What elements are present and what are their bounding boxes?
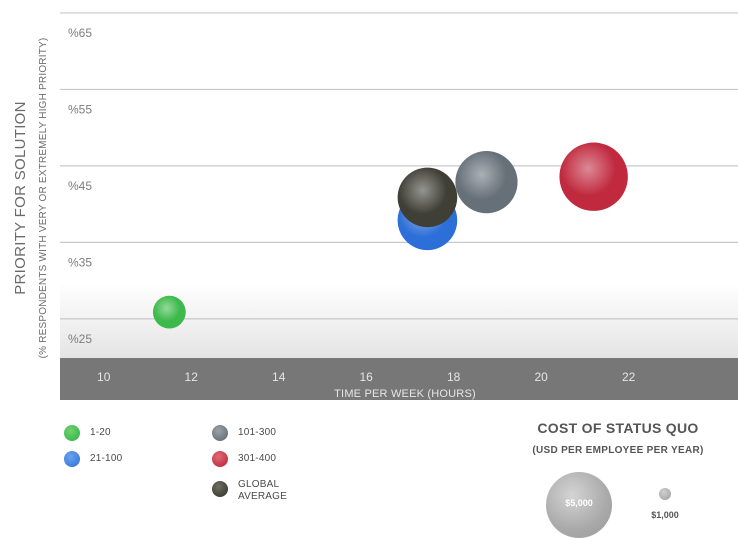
legend-label: GLOBAL AVERAGE	[238, 479, 288, 502]
legend-label: 301-400	[238, 453, 277, 464]
legend-swatch	[212, 425, 228, 441]
x-tick-label: 18	[447, 370, 461, 384]
x-axis-label: TIME PER WEEK (HOURS)	[334, 388, 476, 400]
legend-item-21-100: 21-100	[64, 451, 122, 467]
y-tick-label: %55	[68, 102, 92, 116]
x-tick-label: 22	[622, 370, 636, 384]
y-axis-sublabel: (% RESPONDENTS WITH VERY OR EXTREMELY HI…	[38, 38, 49, 359]
bubble-1-20	[152, 295, 186, 329]
y-tick-label: %45	[68, 179, 92, 193]
bubble-chart: %25 %35 %45 %55 %65 10 12 14 16 18 20 22 TIME PER …	[12, 12, 738, 400]
legend-item-1-20: 1-20	[64, 425, 111, 441]
bubble-global-average	[397, 167, 458, 228]
y-tick-label: %65	[68, 26, 92, 40]
x-tick-label: 16	[360, 370, 374, 384]
cost-legend-title: COST OF STATUS QUO	[537, 420, 699, 436]
cost-legend-subtitle: (USD PER EMPLOYEE PER YEAR)	[532, 445, 704, 456]
y-tick-labels: %25 %35 %45 %55 %65	[68, 26, 92, 346]
legend-item-global-average: GLOBAL AVERAGE	[212, 477, 298, 503]
legend-swatch	[64, 451, 80, 467]
bubble-301-400	[559, 142, 628, 211]
legend-swatch	[212, 481, 228, 497]
cost-legend-large-label: $5,000	[565, 498, 593, 508]
cost-legend-small-bubble	[659, 488, 671, 500]
bubbles	[152, 142, 628, 329]
y-axis-label: PRIORITY FOR SOLUTION	[12, 101, 29, 295]
y-tick-label: %35	[68, 255, 92, 269]
x-tick-label: 20	[534, 370, 548, 384]
legend-item-101-300: 101-300	[212, 425, 276, 441]
x-tick-label: 12	[185, 370, 199, 384]
legend-label: 21-100	[90, 453, 123, 464]
legend-item-301-400: 301-400	[212, 451, 276, 467]
grid-lines	[60, 12, 738, 320]
x-tick-labels: 10 12 14 16 18 20 22	[97, 370, 636, 384]
x-axis-bar	[60, 358, 738, 400]
cost-legend-small-label: $1,000	[651, 510, 679, 520]
x-tick-label: 14	[272, 370, 286, 384]
legend-label: 1-20	[90, 427, 111, 438]
bubble-101-300	[455, 150, 518, 214]
legend-label: 101-300	[238, 427, 277, 438]
legend-swatch	[212, 451, 228, 467]
y-tick-label: %25	[68, 332, 92, 346]
cost-legend-large-bubble: $5,000	[546, 472, 612, 538]
legend-swatch	[64, 425, 80, 441]
x-tick-label: 10	[97, 370, 111, 384]
